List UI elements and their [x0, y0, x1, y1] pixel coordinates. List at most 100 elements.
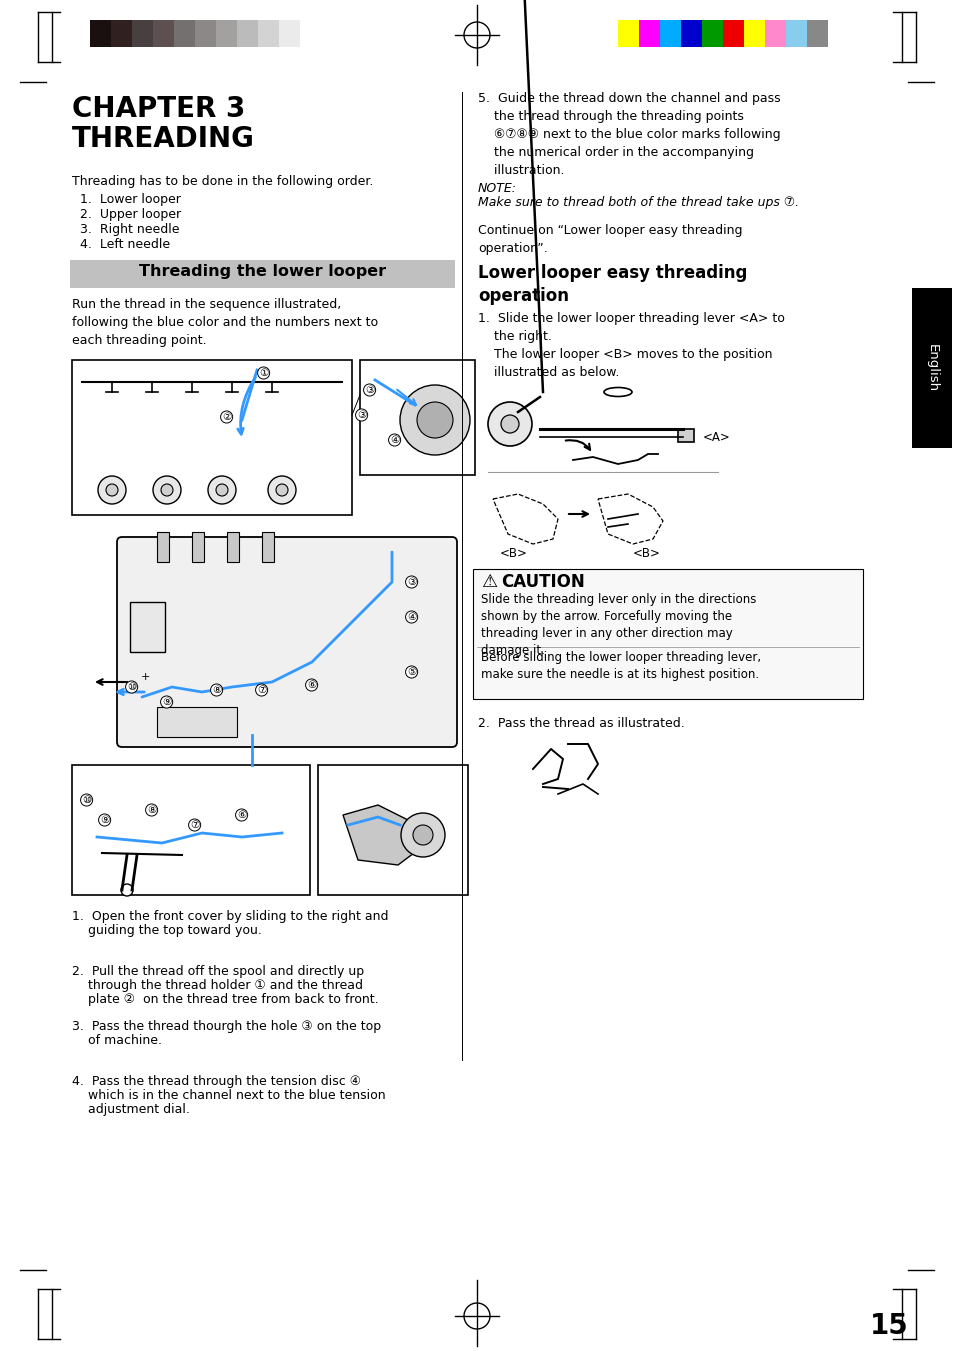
Bar [473, 569, 862, 698]
Bar [678, 430, 693, 442]
Circle shape [152, 476, 181, 504]
Text: Threading has to be done in the following order.: Threading has to be done in the followin… [71, 176, 373, 188]
Bar [701, 20, 722, 47]
Bar [262, 532, 274, 562]
Text: NOTE:: NOTE: [477, 182, 517, 195]
Text: <B>: <B> [499, 547, 527, 561]
Text: ⑧: ⑧ [147, 805, 156, 815]
Text: plate ②  on the thread tree from back to front.: plate ② on the thread tree from back to … [71, 993, 378, 1006]
Text: ⑤: ⑤ [407, 667, 416, 677]
Text: 5.  Guide the thread down the channel and pass
    the thread through the thread: 5. Guide the thread down the channel and… [477, 92, 780, 177]
Circle shape [400, 813, 444, 857]
Text: 2.  Upper looper: 2. Upper looper [80, 208, 181, 222]
Text: ⑩: ⑩ [127, 682, 136, 692]
Text: 1.  Lower looper: 1. Lower looper [80, 193, 181, 205]
Text: Continue on “Lower looper easy threading
operation”.: Continue on “Lower looper easy threading… [477, 224, 741, 255]
Bar [192, 532, 204, 562]
Text: English: English [924, 345, 938, 392]
Text: ⑧: ⑧ [212, 685, 221, 694]
Text: which is in the channel next to the blue tension: which is in the channel next to the blue… [71, 1089, 385, 1102]
Circle shape [208, 476, 235, 504]
Text: ③: ③ [407, 577, 416, 586]
FancyBboxPatch shape [117, 536, 456, 747]
Text: adjustment dial.: adjustment dial. [71, 1102, 190, 1116]
Text: ⑨: ⑨ [100, 815, 110, 825]
Text: ⚠: ⚠ [480, 573, 497, 590]
Text: THREADING: THREADING [71, 126, 254, 153]
Bar [806, 20, 827, 47]
Text: ⑥: ⑥ [236, 811, 246, 820]
Circle shape [399, 385, 470, 455]
Circle shape [413, 825, 433, 844]
Text: ②: ② [222, 412, 231, 422]
Text: ⑩: ⑩ [82, 794, 91, 805]
Text: 3.  Pass the thread thourgh the hole ③ on the top: 3. Pass the thread thourgh the hole ③ on… [71, 1020, 381, 1034]
Text: Slide the threading lever only in the directions
shown by the arrow. Forcefully : Slide the threading lever only in the di… [480, 593, 756, 657]
Text: ③: ③ [365, 385, 374, 394]
Bar [71, 765, 310, 894]
Text: <B>: <B> [633, 547, 660, 561]
Bar [911, 288, 951, 449]
Text: Threading the lower looper: Threading the lower looper [139, 263, 386, 280]
Text: ⑨: ⑨ [162, 697, 172, 707]
Text: CHAPTER 3: CHAPTER 3 [71, 95, 245, 123]
Bar [157, 707, 236, 738]
Bar [680, 20, 701, 47]
Bar [132, 20, 152, 47]
Text: Before sliding the lower looper threading lever,
make sure the needle is at its : Before sliding the lower looper threadin… [480, 651, 760, 681]
Text: guiding the top toward you.: guiding the top toward you. [71, 924, 262, 938]
Bar [227, 532, 239, 562]
Bar [278, 20, 299, 47]
Text: 1.  Slide the lower looper threading lever <A> to
    the right.
    The lower l: 1. Slide the lower looper threading leve… [477, 312, 784, 380]
Text: 2.  Pass the thread as illustrated.: 2. Pass the thread as illustrated. [477, 717, 684, 730]
Bar [764, 20, 785, 47]
Text: CAUTION: CAUTION [500, 573, 584, 590]
Polygon shape [343, 805, 417, 865]
Text: 2.  Pull the thread off the spool and directly up: 2. Pull the thread off the spool and dir… [71, 965, 364, 978]
Text: ①: ① [258, 367, 268, 378]
Circle shape [161, 484, 172, 496]
Bar [130, 603, 165, 653]
Circle shape [98, 476, 126, 504]
Text: of machine.: of machine. [71, 1034, 162, 1047]
Bar [659, 20, 680, 47]
Bar [743, 20, 764, 47]
Text: through the thread holder ① and the thread: through the thread holder ① and the thre… [71, 979, 363, 992]
Circle shape [275, 484, 288, 496]
Bar [785, 20, 806, 47]
Text: 3.  Right needle: 3. Right needle [80, 223, 179, 236]
Text: ⑦: ⑦ [256, 685, 266, 694]
Circle shape [268, 476, 295, 504]
Bar [359, 359, 475, 476]
Bar [236, 20, 257, 47]
Bar [639, 20, 659, 47]
Text: 1.  Open the front cover by sliding to the right and: 1. Open the front cover by sliding to th… [71, 911, 388, 923]
Circle shape [488, 403, 532, 446]
Circle shape [121, 884, 132, 896]
Bar [70, 259, 455, 288]
Text: Run the thread in the sequence illustrated,
following the blue color and the num: Run the thread in the sequence illustrat… [71, 299, 377, 347]
Text: 4.  Left needle: 4. Left needle [80, 238, 170, 251]
Bar [215, 20, 236, 47]
Text: ③: ③ [356, 409, 366, 420]
Text: ⑥: ⑥ [307, 680, 315, 690]
Circle shape [106, 484, 118, 496]
Circle shape [215, 484, 228, 496]
Bar [618, 20, 639, 47]
Text: ④: ④ [390, 435, 399, 444]
Text: +: + [140, 671, 150, 682]
Text: 4.  Pass the thread through the tension disc ④: 4. Pass the thread through the tension d… [71, 1075, 360, 1088]
Text: ⑦: ⑦ [190, 820, 199, 830]
Bar [722, 20, 743, 47]
Text: Lower looper easy threading
operation: Lower looper easy threading operation [477, 263, 746, 305]
Bar [317, 765, 468, 894]
Text: ④: ④ [407, 612, 416, 621]
Text: Make sure to thread both of the thread take ups ⑦.: Make sure to thread both of the thread t… [477, 196, 799, 209]
Bar [71, 359, 352, 515]
Bar [90, 20, 111, 47]
Bar [299, 20, 320, 47]
Bar [173, 20, 194, 47]
Bar [194, 20, 215, 47]
Circle shape [500, 415, 518, 434]
Circle shape [416, 403, 453, 438]
